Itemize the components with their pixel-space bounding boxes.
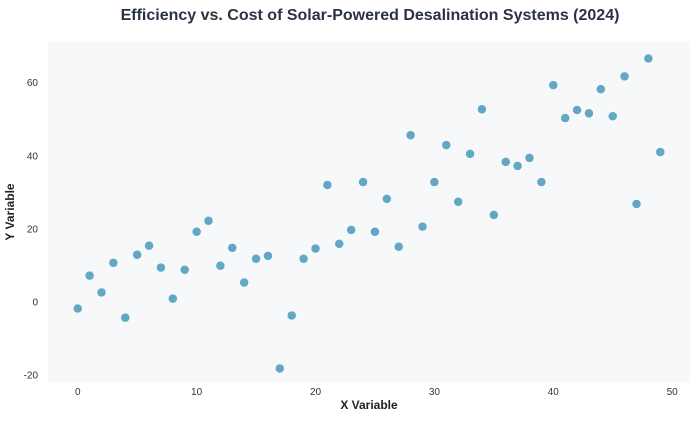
y-tick-label: -20 (24, 371, 39, 382)
data-point (548, 80, 559, 90)
data-point (560, 113, 570, 123)
x-tick-label: 30 (429, 387, 441, 398)
data-point (584, 108, 594, 119)
y-tick-label: 60 (27, 78, 39, 89)
data-point (489, 210, 499, 220)
y-tick-label: 0 (32, 298, 38, 309)
data-point (453, 197, 463, 207)
data-point (310, 243, 321, 254)
data-point (120, 312, 131, 323)
data-point (322, 180, 333, 190)
data-point (286, 310, 297, 321)
data-point (655, 147, 666, 157)
data-point (607, 111, 618, 121)
data-point (108, 258, 119, 268)
data-point (227, 243, 238, 253)
data-point (477, 104, 487, 115)
data-point (191, 226, 202, 237)
data-point (156, 262, 166, 273)
data-point (144, 240, 154, 251)
data-point (334, 239, 345, 249)
x-tick-label: 10 (191, 387, 203, 398)
data-point (536, 177, 547, 187)
data-point (572, 105, 582, 115)
data-point (179, 265, 190, 275)
data-point (203, 216, 214, 226)
data-point (275, 363, 285, 374)
data-point (263, 251, 273, 261)
data-point (96, 287, 107, 298)
data-point (643, 53, 654, 64)
x-tick-label: 20 (310, 387, 322, 398)
data-point (358, 177, 368, 187)
data-point (370, 226, 380, 237)
x-tick-label: 0 (75, 387, 81, 398)
chart-title: Efficiency vs. Cost of Solar-Powered Des… (121, 7, 620, 24)
data-point (441, 140, 452, 150)
y-tick-label: 40 (27, 151, 39, 162)
data-point (84, 270, 95, 281)
data-point (500, 157, 511, 167)
data-point (631, 199, 642, 209)
data-point (393, 241, 404, 252)
data-point (619, 71, 630, 82)
data-point (405, 130, 416, 140)
data-point (215, 260, 226, 271)
data-point (168, 293, 178, 304)
data-point (417, 221, 428, 232)
data-point (382, 194, 392, 204)
data-point (465, 149, 475, 159)
data-point (512, 161, 523, 171)
y-tick-label: 20 (27, 224, 39, 235)
x-axis-label: X Variable (340, 398, 398, 412)
plot-area (48, 42, 690, 382)
data-point (524, 153, 535, 163)
data-point (596, 84, 606, 94)
x-tick-label: 40 (548, 387, 560, 398)
data-point (132, 250, 142, 260)
data-point (251, 254, 261, 264)
x-tick-label: 50 (667, 387, 679, 398)
data-point (72, 303, 83, 314)
data-point (239, 277, 249, 288)
data-point (346, 225, 356, 235)
data-point (298, 254, 309, 264)
data-point (429, 177, 440, 187)
y-axis-label: Y Variable (3, 183, 17, 240)
